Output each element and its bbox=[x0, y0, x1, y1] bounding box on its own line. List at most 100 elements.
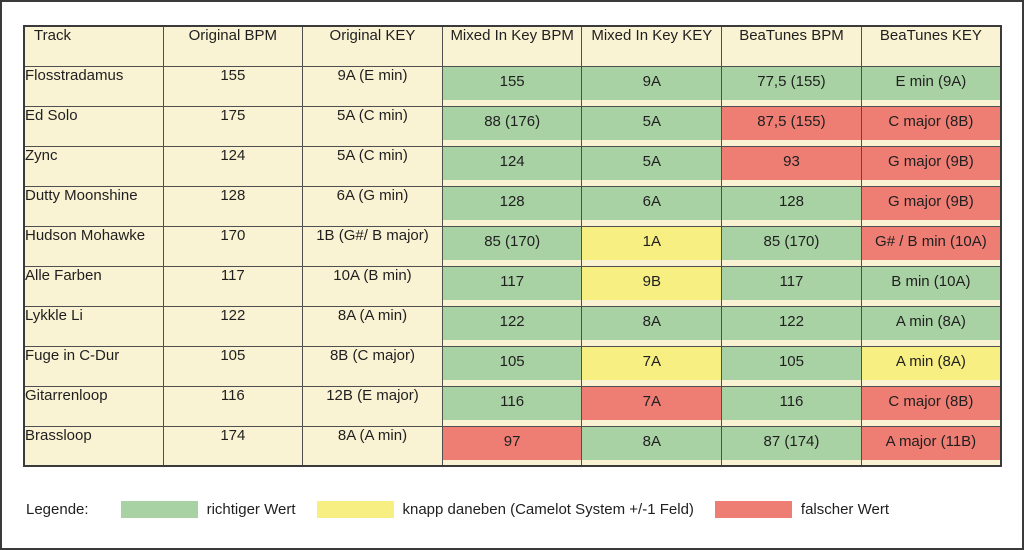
status-fill-wrong: G major (9B) bbox=[862, 147, 1000, 180]
legend-title: Legende: bbox=[26, 500, 89, 518]
table-row: Hudson Mohawke 170 1B (G#/ B major) 85 (170… bbox=[23, 225, 1002, 267]
legend-label: falscher Wert bbox=[800, 500, 889, 518]
status-fill-correct: 128 bbox=[443, 187, 581, 220]
status-fill-correct: A min (8A) bbox=[862, 307, 1000, 340]
original-key-cell: 8A (A min) bbox=[302, 425, 443, 467]
mixed-in-key-key-cell: 9B bbox=[581, 265, 723, 307]
status-fill-near: 9B bbox=[582, 267, 721, 300]
original-key-cell: 12B (E major) bbox=[302, 385, 443, 427]
status-fill-correct: 122 bbox=[722, 307, 861, 340]
legend-label: richtiger Wert bbox=[206, 500, 296, 518]
table-row: Dutty Moonshine 128 6A (G min) 128 6A 128 G ma… bbox=[23, 185, 1002, 227]
original-bpm-cell: 174 bbox=[162, 425, 304, 467]
original-bpm-cell: 122 bbox=[162, 305, 304, 347]
status-fill-wrong: G# / B min (10A) bbox=[862, 227, 1000, 260]
legend-label: knapp daneben (Camelot System +/-1 Feld) bbox=[402, 500, 694, 518]
status-fill-correct: 6A bbox=[582, 187, 721, 220]
mixed-in-key-bpm-cell: 122 bbox=[441, 305, 583, 347]
status-fill-correct: 105 bbox=[722, 347, 861, 380]
mixed-in-key-key-cell: 5A bbox=[581, 105, 723, 147]
original-key-cell: 8A (A min) bbox=[302, 305, 443, 347]
status-fill-wrong: 7A bbox=[582, 387, 721, 420]
status-fill-wrong: C major (8B) bbox=[862, 107, 1000, 140]
status-fill-correct: E min (9A) bbox=[862, 67, 1000, 100]
status-fill-correct: 87 (174) bbox=[722, 427, 861, 460]
beatunes-bpm-cell: 116 bbox=[721, 385, 862, 427]
beatunes-key-cell: E min (9A) bbox=[860, 65, 1002, 107]
mixed-in-key-bpm-cell: 97 bbox=[441, 425, 583, 467]
status-fill-wrong: C major (8B) bbox=[862, 387, 1000, 420]
track-cell: Flosstradamus bbox=[23, 65, 164, 107]
original-bpm-cell: 105 bbox=[162, 345, 304, 387]
status-fill-correct: 77,5 (155) bbox=[722, 67, 861, 100]
original-key-cell: 9A (E min) bbox=[302, 65, 443, 107]
track-cell: Ed Solo bbox=[23, 105, 164, 147]
mixed-in-key-bpm-cell: 85 (170) bbox=[441, 225, 583, 267]
table-row: Fuge in C-Dur 105 8B (C major) 105 7A 105 A mi… bbox=[23, 345, 1002, 387]
beatunes-key-cell: C major (8B) bbox=[860, 105, 1002, 147]
original-bpm-cell: 128 bbox=[162, 185, 304, 227]
mixed-in-key-key-cell: 8A bbox=[581, 305, 723, 347]
column-header: BeaTunes KEY bbox=[860, 25, 1002, 67]
status-fill-correct: 122 bbox=[443, 307, 581, 340]
table-row: Flosstradamus 155 9A (E min) 155 9A 77,5 (155… bbox=[23, 65, 1002, 107]
status-fill-correct: 88 (176) bbox=[443, 107, 581, 140]
status-fill-correct: 8A bbox=[582, 307, 721, 340]
status-fill-near: 1A bbox=[582, 227, 721, 260]
beatunes-key-cell: A min (8A) bbox=[860, 345, 1002, 387]
status-fill-correct: 155 bbox=[443, 67, 581, 100]
status-fill-correct: 8A bbox=[582, 427, 721, 460]
status-fill-correct: 5A bbox=[582, 147, 721, 180]
original-bpm-cell: 116 bbox=[162, 385, 304, 427]
table-row: Brassloop 174 8A (A min) 97 8A 87 (174) A majo… bbox=[23, 425, 1002, 467]
beatunes-bpm-cell: 77,5 (155) bbox=[721, 65, 862, 107]
beatunes-key-cell: A major (11B) bbox=[860, 425, 1002, 467]
mixed-in-key-key-cell: 6A bbox=[581, 185, 723, 227]
legend-swatch-correct bbox=[120, 500, 198, 518]
header-row: Track Original BPM Original KEY Mixed In Ke… bbox=[23, 25, 1002, 67]
mixed-in-key-bpm-cell: 88 (176) bbox=[441, 105, 583, 147]
original-bpm-cell: 124 bbox=[162, 145, 304, 187]
mixed-in-key-bpm-cell: 116 bbox=[441, 385, 583, 427]
beatunes-bpm-cell: 128 bbox=[721, 185, 862, 227]
beatunes-key-cell: B min (10A) bbox=[860, 265, 1002, 307]
original-key-cell: 10A (B min) bbox=[302, 265, 443, 307]
status-fill-correct: 117 bbox=[443, 267, 581, 300]
column-header: Original KEY bbox=[302, 25, 443, 67]
beatunes-bpm-cell: 93 bbox=[721, 145, 862, 187]
legend-item-near: knapp daneben (Camelot System +/-1 Feld) bbox=[316, 500, 694, 518]
track-cell: Hudson Mohawke bbox=[23, 225, 164, 267]
beatunes-key-cell: G# / B min (10A) bbox=[860, 225, 1002, 267]
status-fill-wrong: A major (11B) bbox=[862, 427, 1000, 460]
status-fill-correct: 85 (170) bbox=[443, 227, 581, 260]
track-cell: Zync bbox=[23, 145, 164, 187]
beatunes-bpm-cell: 122 bbox=[721, 305, 862, 347]
original-bpm-cell: 175 bbox=[162, 105, 304, 147]
status-fill-correct: 128 bbox=[722, 187, 861, 220]
beatunes-bpm-cell: 87 (174) bbox=[721, 425, 862, 467]
beatunes-key-cell: G major (9B) bbox=[860, 145, 1002, 187]
column-header: BeaTunes BPM bbox=[721, 25, 862, 67]
original-key-cell: 6A (G min) bbox=[302, 185, 443, 227]
mixed-in-key-key-cell: 5A bbox=[581, 145, 723, 187]
beatunes-bpm-cell: 105 bbox=[721, 345, 862, 387]
original-key-cell: 5A (C min) bbox=[302, 105, 443, 147]
mixed-in-key-key-cell: 8A bbox=[581, 425, 723, 467]
status-fill-correct: 5A bbox=[582, 107, 721, 140]
status-fill-correct: 117 bbox=[722, 267, 861, 300]
track-cell: Brassloop bbox=[23, 425, 164, 467]
original-key-cell: 1B (G#/ B major) bbox=[302, 225, 443, 267]
original-key-cell: 5A (C min) bbox=[302, 145, 443, 187]
column-header: Mixed In Key KEY bbox=[581, 25, 723, 67]
status-fill-wrong: G major (9B) bbox=[862, 187, 1000, 220]
status-fill-wrong: 93 bbox=[722, 147, 861, 180]
mixed-in-key-key-cell: 9A bbox=[581, 65, 723, 107]
original-key-cell: 8B (C major) bbox=[302, 345, 443, 387]
beatunes-key-cell: A min (8A) bbox=[860, 305, 1002, 347]
track-cell: Gitarrenloop bbox=[23, 385, 164, 427]
status-fill-correct: 9A bbox=[582, 67, 721, 100]
original-bpm-cell: 155 bbox=[162, 65, 304, 107]
status-fill-correct: B min (10A) bbox=[862, 267, 1000, 300]
status-fill-correct: 105 bbox=[443, 347, 581, 380]
